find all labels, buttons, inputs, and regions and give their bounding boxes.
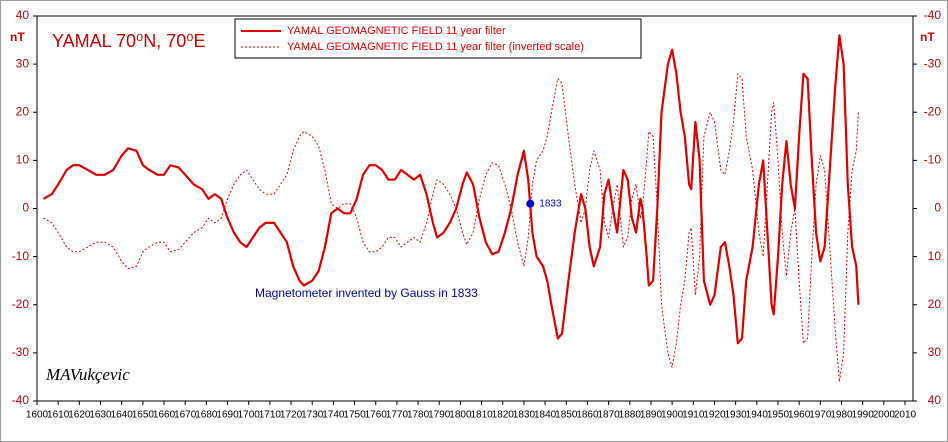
y2-tick-label: 0 [934, 201, 941, 215]
legend-label: YAMAL GEOMAGNETIC FIELD 11 year filter [287, 25, 506, 37]
x-tick-label: 1930 [725, 410, 748, 421]
x-tick-label: 1880 [619, 410, 642, 421]
x-tick-label: 1820 [492, 410, 515, 421]
y-tick-label: -10 [12, 249, 30, 263]
x-tick-label: 1970 [809, 410, 832, 421]
x-tick-label: 2000 [873, 410, 896, 421]
x-tick-label: 1910 [682, 410, 705, 421]
x-tick-label: 1640 [111, 410, 134, 421]
x-tick-label: 1830 [513, 410, 536, 421]
x-tick-label: 1690 [216, 410, 239, 421]
y-tick-label: -20 [12, 297, 30, 311]
chart-title: YAMAL 70⁰N, 70⁰E [52, 31, 206, 51]
x-tick-label: 1810 [470, 410, 493, 421]
y-axis-label: nT [10, 30, 25, 44]
x-tick-label: 1900 [661, 410, 684, 421]
x-tick-label: 1760 [365, 410, 388, 421]
x-tick-label: 1610 [47, 410, 70, 421]
x-tick-label: 1840 [534, 410, 557, 421]
legend [234, 18, 642, 59]
x-tick-label: 1740 [322, 410, 345, 421]
x-tick-label: 1650 [132, 410, 155, 421]
y2-axis-label: nT [920, 30, 935, 44]
y-tick-label: 30 [16, 56, 30, 70]
y2-tick-label: -30 [924, 56, 942, 70]
x-tick-label: 1600 [26, 410, 49, 421]
x-tick-label: 1720 [280, 410, 303, 421]
x-tick-label: 1940 [746, 410, 769, 421]
x-tick-label: 1800 [449, 410, 472, 421]
annotation-note: Magnetometer invented by Gauss in 1833 [255, 286, 478, 300]
x-tick-label: 1850 [555, 410, 578, 421]
y2-tick-label: 20 [928, 297, 942, 311]
y2-tick-label: -40 [924, 8, 942, 22]
y2-tick-label: 30 [928, 345, 942, 359]
y2-tick-label: 40 [928, 393, 942, 407]
y-tick-label: 0 [22, 201, 29, 215]
x-tick-label: 1680 [195, 410, 218, 421]
x-tick-label: 1950 [767, 410, 790, 421]
y-tick-label: -30 [12, 345, 30, 359]
x-tick-label: 1860 [576, 410, 599, 421]
x-tick-label: 1750 [343, 410, 366, 421]
x-tick-label: 1730 [301, 410, 324, 421]
x-tick-label: 1620 [68, 410, 91, 421]
y-tick-label: -40 [12, 393, 30, 407]
x-tick-label: 1980 [830, 410, 853, 421]
x-tick-label: 2010 [894, 410, 917, 421]
legend-label: YAMAL GEOMAGNETIC FIELD 11 year filter (… [287, 41, 584, 53]
y-tick-label: 40 [16, 8, 30, 22]
x-tick-label: 1700 [238, 410, 261, 421]
x-tick-label: 1770 [386, 410, 409, 421]
x-tick-label: 1710 [259, 410, 282, 421]
x-tick-label: 1890 [640, 410, 663, 421]
y-tick-label: 10 [16, 153, 30, 167]
x-tick-label: 1870 [597, 410, 620, 421]
x-tick-label: 1790 [428, 410, 451, 421]
x-tick-label: 1780 [407, 410, 430, 421]
x-tick-label: 1660 [153, 410, 176, 421]
x-tick-label: 1960 [788, 410, 811, 421]
annotation-label: 1833 [539, 198, 562, 209]
y2-tick-label: 10 [928, 249, 942, 263]
y2-tick-label: -10 [924, 153, 942, 167]
x-tick-label: 1630 [89, 410, 112, 421]
y-tick-label: 20 [16, 104, 30, 118]
y2-tick-label: -20 [924, 104, 942, 118]
annotation-point [526, 199, 535, 208]
x-tick-label: 1990 [852, 410, 875, 421]
x-tick-label: 1670 [174, 410, 197, 421]
signature: MAVukçevic [45, 365, 130, 384]
x-tick-label: 1920 [703, 410, 726, 421]
